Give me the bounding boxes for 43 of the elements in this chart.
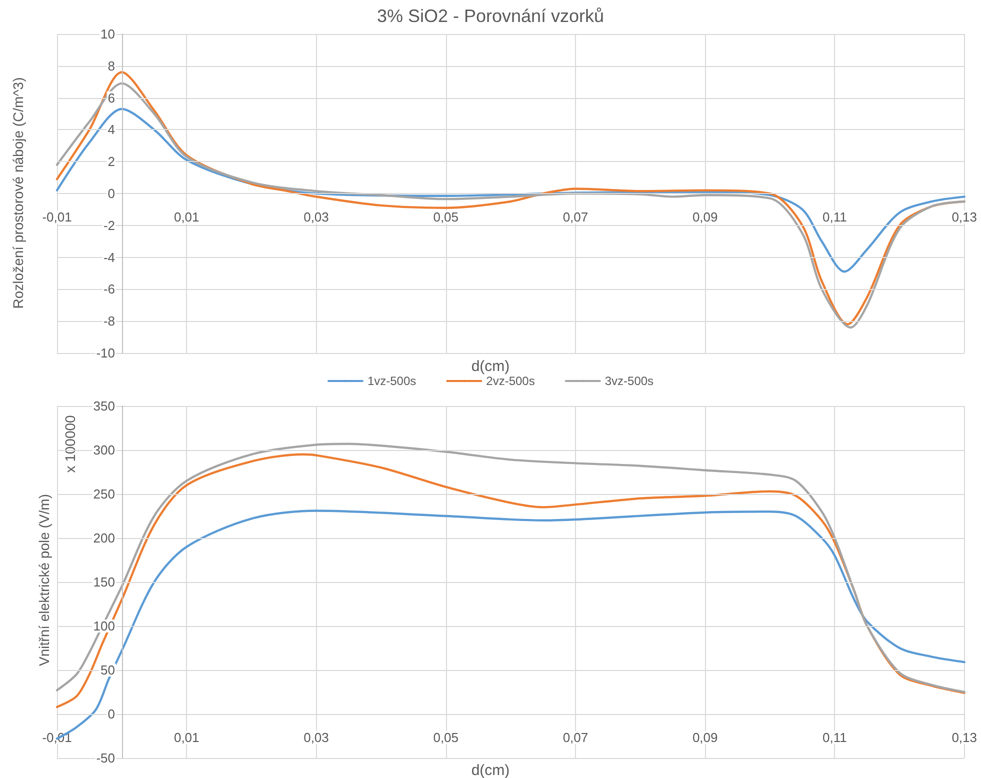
y-tick-label: 0 xyxy=(108,186,115,201)
x-tick-label: 0,13 xyxy=(952,730,978,745)
y-tick-label: -8 xyxy=(103,314,115,329)
x-tick-label: 0,09 xyxy=(692,210,718,224)
x-tick-label: 0,07 xyxy=(562,210,588,224)
y-tick-label: -50 xyxy=(96,750,115,766)
x-tick-label: 0,11 xyxy=(822,730,847,745)
y-tick-label: -2 xyxy=(103,218,115,233)
y-tick-label: 300 xyxy=(93,442,115,458)
y-axis-title: Rozložení prostorové náboje (C/m^3) xyxy=(10,77,26,309)
x-tick-label: 0,13 xyxy=(952,210,978,224)
y-tick-label: 10 xyxy=(100,26,115,42)
x-tick-label: 0,11 xyxy=(822,210,847,224)
legend-label: 2vz-500s xyxy=(486,374,535,388)
annotation: x 100000 xyxy=(62,414,78,473)
y-tick-label: -6 xyxy=(103,282,115,297)
y-tick-label: 6 xyxy=(108,90,115,106)
x-axis-title: d(cm) xyxy=(471,762,510,778)
y-tick-label: 250 xyxy=(93,486,115,502)
x-tick-label: 0,09 xyxy=(692,730,718,745)
x-axis-title: d(cm) xyxy=(471,358,510,375)
x-tick-label: 0,03 xyxy=(304,730,329,745)
x-tick-label: 0,03 xyxy=(304,210,329,224)
y-tick-label: 4 xyxy=(108,122,115,138)
legend-label: 1vz-500s xyxy=(367,374,416,388)
chart-title: 3% SiO2 - Porovnání vzorků xyxy=(376,6,604,26)
x-tick-label: 0,01 xyxy=(174,210,200,224)
y-tick-label: 200 xyxy=(93,530,115,546)
y-tick-label: 50 xyxy=(100,662,115,678)
x-tick-label: 0,01 xyxy=(174,730,200,745)
x-tick-label: 0,05 xyxy=(433,730,459,745)
y-tick-label: -4 xyxy=(103,250,115,265)
y-tick-label: 150 xyxy=(93,574,115,590)
x-tick-label: -0,01 xyxy=(42,210,72,224)
y-tick-label: 0 xyxy=(108,706,115,722)
y-axis-title: Vnitřní elektrické pole (V/m) xyxy=(36,494,52,666)
y-tick-label: -10 xyxy=(96,346,115,360)
legend-label: 3vz-500s xyxy=(604,374,654,388)
y-tick-label: 8 xyxy=(108,58,115,74)
y-tick-label: 350 xyxy=(93,398,115,414)
y-tick-label: 2 xyxy=(108,154,115,170)
x-tick-label: 0,07 xyxy=(562,730,588,745)
x-tick-label: 0,05 xyxy=(433,210,459,224)
